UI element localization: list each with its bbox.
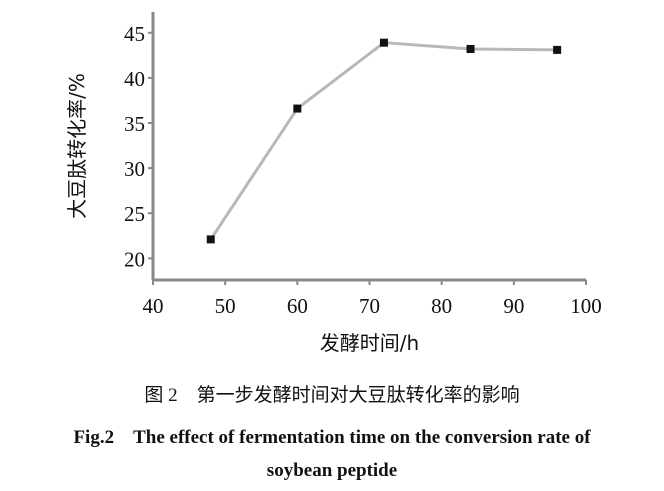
y-tick-label: 30 (124, 157, 145, 181)
y-tick-label: 20 (124, 247, 145, 271)
y-tick-label: 25 (124, 202, 145, 226)
data-point (293, 104, 302, 113)
line-chart: 40 50 60 70 80 90 100 20 25 30 35 40 45 发酵时间/h 大豆肽转化率/… (65, 12, 602, 355)
series-line (209, 41, 558, 241)
caption-chinese: 图 2 第一步发酵时间对大豆肽转化率的影响 (144, 385, 520, 406)
data-point (466, 44, 475, 53)
x-tick-label: 50 (215, 294, 236, 318)
x-tick-label: 70 (359, 294, 380, 318)
x-tick-label: 40 (143, 294, 164, 318)
y-tick-label: 35 (124, 112, 145, 136)
x-tick-label: 100 (570, 294, 602, 318)
x-tick-label: 90 (503, 294, 524, 318)
x-tick-label: 80 (431, 294, 452, 318)
caption-english-line2: soybean peptide (266, 460, 398, 481)
data-point (206, 235, 215, 244)
data-point (379, 38, 388, 47)
y-axis-label: 大豆肽转化率/% (65, 73, 89, 219)
x-tick-label: 60 (287, 294, 308, 318)
caption-english-line1: Fig.2 The effect of fermentation time on… (73, 427, 591, 448)
y-tick-label: 45 (124, 22, 145, 46)
y-tick-label: 40 (124, 67, 145, 91)
data-point (553, 45, 562, 54)
x-axis-label: 发酵时间/h (320, 331, 419, 355)
